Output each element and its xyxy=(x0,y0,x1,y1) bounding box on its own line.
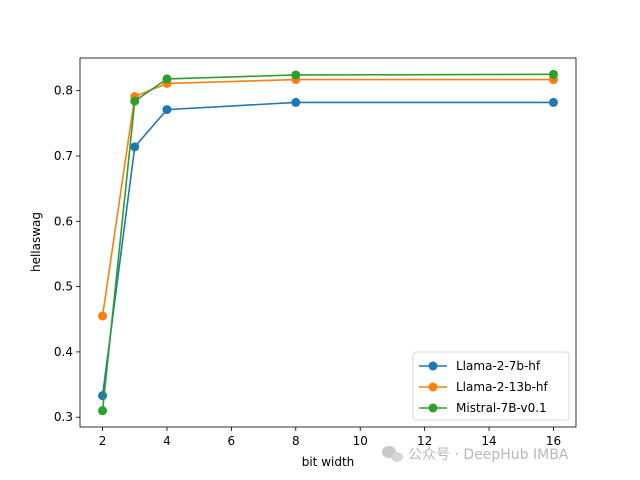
y-tick-label: 0.6 xyxy=(54,214,73,228)
legend-label: Mistral-7B-v0.1 xyxy=(456,401,547,415)
wechat-icon xyxy=(382,446,403,462)
x-tick-label: 12 xyxy=(417,434,432,448)
y-tick-label: 0.7 xyxy=(54,149,73,163)
x-tick-label: 10 xyxy=(353,434,368,448)
legend-entry: Llama-2-13b-hf xyxy=(419,380,549,394)
data-point xyxy=(291,70,301,80)
y-tick-label: 0.5 xyxy=(54,280,73,294)
x-tick-label: 6 xyxy=(228,434,236,448)
legend-marker xyxy=(428,403,438,413)
series-layer xyxy=(98,69,558,416)
data-point xyxy=(130,96,140,106)
series-mistral-7b-v0-1 xyxy=(98,69,558,416)
x-tick-label: 4 xyxy=(163,434,171,448)
y-tick-label: 0.8 xyxy=(54,84,73,98)
legend-label: Llama-2-7b-hf xyxy=(456,359,541,373)
watermark: 公众号 · DeepHub IMBA xyxy=(382,446,569,463)
legend: Llama-2-7b-hf Llama-2-13b-hf Mistral-7B-v0… xyxy=(412,351,570,421)
x-tick-label: 16 xyxy=(546,434,561,448)
data-point xyxy=(291,97,301,107)
y-tick-label: 0.3 xyxy=(54,410,73,424)
legend-entry: Llama-2-7b-hf xyxy=(419,359,541,373)
data-point xyxy=(98,311,108,321)
plot-frame xyxy=(79,57,577,428)
y-axis-label: hellaswag xyxy=(29,212,43,272)
legend-box xyxy=(412,351,570,421)
data-point xyxy=(98,406,108,416)
watermark-text: 公众号 · DeepHub IMBA xyxy=(408,447,569,463)
x-axis-label: bit width xyxy=(302,455,355,469)
data-point xyxy=(548,69,558,79)
y-tick-label: 0.4 xyxy=(54,345,73,359)
data-point xyxy=(162,105,172,115)
x-axis-ticks: 2 4 6 8 10 12 14 16 xyxy=(99,427,561,448)
data-point xyxy=(162,74,172,84)
data-point xyxy=(98,391,108,401)
y-axis-ticks: 0.3 0.4 0.5 0.6 0.7 0.8 xyxy=(54,84,80,424)
data-point xyxy=(548,97,558,107)
legend-label: Llama-2-13b-hf xyxy=(456,380,549,394)
legend-items: Llama-2-7b-hf Llama-2-13b-hf Mistral-7B-v0… xyxy=(419,359,549,415)
data-point xyxy=(130,142,140,152)
x-tick-label: 8 xyxy=(292,434,300,448)
legend-entry: Mistral-7B-v0.1 xyxy=(419,401,547,415)
legend-marker xyxy=(428,382,438,392)
x-tick-label: 2 xyxy=(99,434,107,448)
x-tick-label: 14 xyxy=(481,434,496,448)
legend-marker xyxy=(428,361,438,371)
series-llama-2-7b-hf xyxy=(98,97,558,401)
